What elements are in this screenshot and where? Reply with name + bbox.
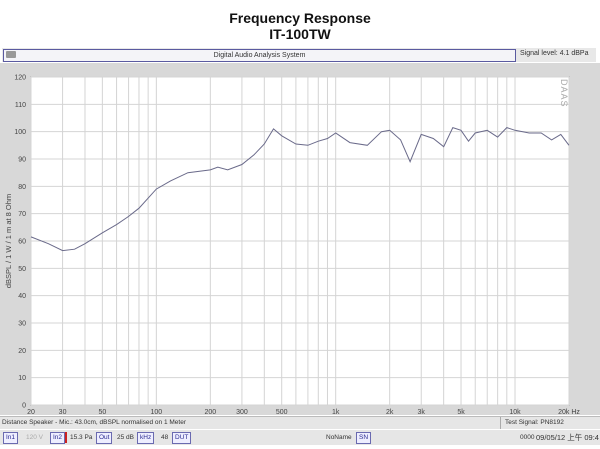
x-tick-label: 300 [236,409,248,415]
y-tick-label: 100 [14,129,26,136]
x-tick-label: 20k Hz [558,409,580,415]
counter: 0000 [520,434,535,441]
in2-value: 15.3 Pa [70,434,93,441]
khz-button[interactable]: kHz [137,432,155,444]
dut-button[interactable]: DUT [172,432,192,444]
x-tick-label: 50 [98,409,106,415]
y-tick-label: 20 [18,348,26,355]
y-tick-label: 110 [15,102,26,109]
daas-logo: DAAS [559,79,569,108]
x-tick-label: 5k [457,409,465,415]
x-tick-label: 100 [151,409,163,415]
frequency-response-chart: 0 10 20 30 40 50 60 70 80 90 100 110 120 20 30 50 100 200… [4,75,580,416]
y-tick-label: 60 [18,239,26,246]
bottom-bar: In1 120 V In2 15.3 Pa Out 25 dB kHz 48 D… [0,430,600,445]
y-tick-label: 30 [18,321,26,328]
dut-name: NoName [326,434,352,441]
out-value: 25 dB [117,434,134,441]
out-button[interactable]: Out [96,432,113,444]
y-tick-label: 80 [18,184,26,191]
signal-level: Signal level: 4.1 dBPa [520,50,589,57]
y-axis-label: dBSPL / 1 W / 1 m at 8 Ohm [4,194,13,288]
x-tick-label: 30 [59,409,67,415]
chart-title: Frequency Response [229,10,371,26]
in1-value: 120 V [26,434,43,441]
distance-info: Distance Speaker - Mic.: 43.0cm, dBSPL n… [2,419,187,426]
y-tick-label: 70 [18,211,26,218]
y-tick-label: 40 [18,293,26,300]
sn-button[interactable]: SN [356,432,372,444]
status-bar: Distance Speaker - Mic.: 43.0cm, dBSPL n… [0,416,600,429]
test-signal: Test Signal: PN8192 [500,417,564,429]
y-tick-label: 120 [14,75,26,82]
x-tick-label: 1k [332,409,340,415]
y-tick-label: 10 [18,375,26,382]
khz-value: 48 [161,434,169,441]
x-tick-label: 20 [27,409,35,415]
x-tick-label: 3k [418,409,426,415]
level-indicator [65,432,67,443]
x-tick-label: 200 [204,409,216,415]
in2-button[interactable]: In2 [50,432,66,444]
in1-button[interactable]: In1 [3,432,19,444]
response-curve [30,126,570,252]
y-tick-label: 50 [18,266,26,273]
y-tick-label: 0 [22,403,26,410]
x-tick-label: 10k [509,409,521,415]
printer-icon[interactable] [6,51,16,58]
datetime: 09/05/12 上午 09:4 [536,433,599,442]
y-tick-label: 90 [18,157,26,164]
app-title-bar: Digital Audio Analysis System [3,49,516,62]
chart-subtitle: IT-100TW [269,26,331,42]
x-tick-label: 500 [276,409,288,415]
x-tick-label: 2k [386,409,394,415]
